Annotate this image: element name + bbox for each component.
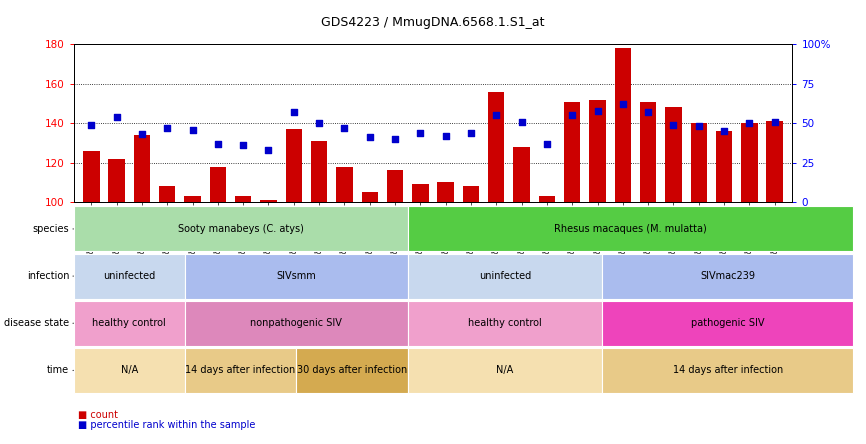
Bar [539, 196, 555, 202]
Text: ■ count: ■ count [78, 409, 118, 420]
Bar [336, 166, 352, 202]
Text: 14 days after infection: 14 days after infection [673, 365, 783, 376]
Text: ■ percentile rank within the sample: ■ percentile rank within the sample [78, 420, 255, 430]
Text: species: species [33, 224, 69, 234]
Text: N/A: N/A [496, 365, 514, 376]
Bar [589, 99, 605, 202]
Point [489, 112, 503, 119]
Text: uninfected: uninfected [103, 271, 155, 281]
Point [667, 121, 681, 128]
Point [514, 118, 528, 125]
Bar [741, 123, 758, 202]
Bar [514, 147, 530, 202]
Bar [615, 48, 631, 202]
Point [312, 119, 326, 127]
Point [768, 118, 782, 125]
Point [160, 124, 174, 131]
Text: disease state: disease state [4, 318, 69, 328]
Text: Rhesus macaques (M. mulatta): Rhesus macaques (M. mulatta) [554, 224, 707, 234]
Point [262, 147, 275, 154]
Point [742, 119, 756, 127]
Bar [716, 131, 733, 202]
Point [84, 121, 98, 128]
Bar [387, 170, 404, 202]
Point [363, 134, 377, 141]
Point [338, 124, 352, 131]
Point [211, 140, 225, 147]
Bar [261, 200, 277, 202]
Bar [286, 129, 302, 202]
Text: Sooty manabeys (C. atys): Sooty manabeys (C. atys) [178, 224, 304, 234]
Text: 30 days after infection: 30 days after infection [297, 365, 407, 376]
Point [110, 113, 124, 120]
Point [540, 140, 554, 147]
Point [565, 112, 579, 119]
Bar [210, 166, 226, 202]
Text: nonpathogenic SIV: nonpathogenic SIV [250, 318, 342, 328]
Point [236, 142, 250, 149]
Point [135, 131, 149, 138]
Bar [108, 159, 125, 202]
Text: SIVmac239: SIVmac239 [701, 271, 755, 281]
Point [464, 129, 478, 136]
Text: uninfected: uninfected [479, 271, 531, 281]
Point [591, 107, 604, 114]
Bar [564, 102, 580, 202]
Bar [361, 192, 378, 202]
Point [413, 129, 427, 136]
Bar [690, 123, 707, 202]
Bar [159, 186, 176, 202]
Point [388, 135, 402, 143]
Bar [83, 151, 100, 202]
Text: healthy control: healthy control [93, 318, 166, 328]
Text: GDS4223 / MmugDNA.6568.1.S1_at: GDS4223 / MmugDNA.6568.1.S1_at [321, 16, 545, 28]
Text: N/A: N/A [120, 365, 138, 376]
Text: infection: infection [27, 271, 69, 281]
Point [692, 123, 706, 130]
Bar [665, 107, 682, 202]
Bar [437, 182, 454, 202]
Bar [311, 141, 327, 202]
Point [616, 101, 630, 108]
Text: 14 days after infection: 14 days after infection [185, 365, 296, 376]
Point [439, 132, 453, 139]
Point [185, 126, 199, 133]
Text: healthy control: healthy control [469, 318, 542, 328]
Bar [462, 186, 479, 202]
Point [641, 109, 655, 116]
Bar [235, 196, 251, 202]
Point [287, 109, 301, 116]
Text: SIVsmm: SIVsmm [276, 271, 316, 281]
Bar [133, 135, 150, 202]
Bar [412, 184, 429, 202]
Bar [184, 196, 201, 202]
Text: pathogenic SIV: pathogenic SIV [691, 318, 765, 328]
Text: time: time [47, 365, 69, 376]
Bar [640, 102, 656, 202]
Point [717, 127, 731, 135]
Bar [488, 92, 505, 202]
Bar [766, 121, 783, 202]
